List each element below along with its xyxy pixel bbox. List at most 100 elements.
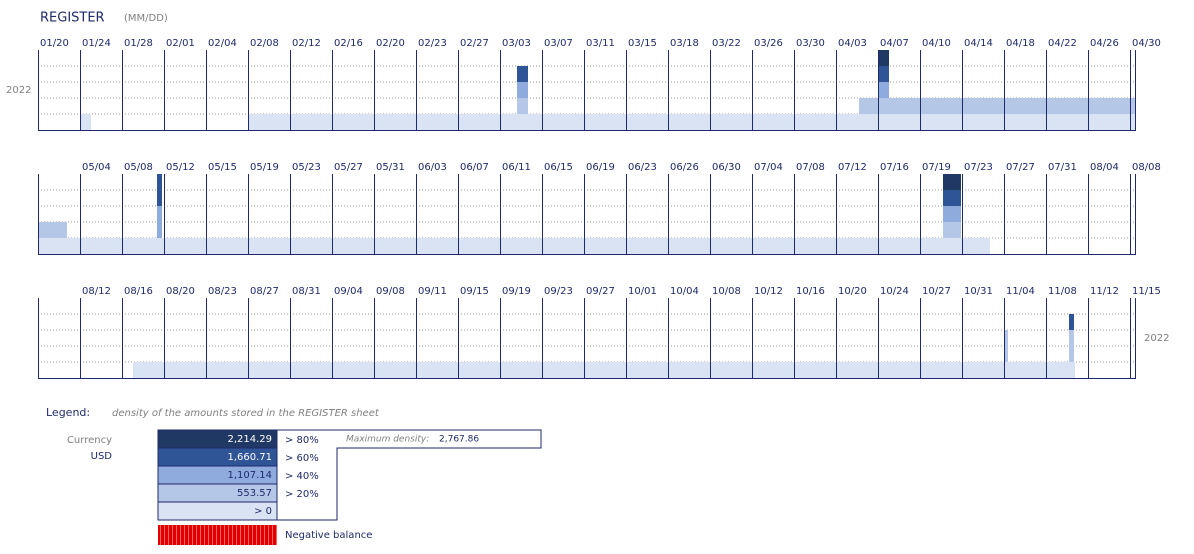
date-label: 03/18 — [670, 38, 699, 49]
date-label: 05/04 — [82, 162, 111, 173]
date-label: 02/23 — [418, 38, 447, 49]
date-label: 04/10 — [922, 38, 951, 49]
date-label: 01/24 — [82, 38, 111, 49]
date-label: 11/04 — [1006, 286, 1035, 297]
density-bar — [943, 206, 961, 222]
date-label: 09/27 — [586, 286, 615, 297]
date-label: 03/03 — [502, 38, 531, 49]
date-label: 07/16 — [880, 162, 909, 173]
date-label: 08/12 — [82, 286, 111, 297]
date-label: 03/15 — [628, 38, 657, 49]
date-label: 09/15 — [460, 286, 489, 297]
date-label: 08/23 — [208, 286, 237, 297]
timeline-row — [38, 313, 1136, 363]
density-bar — [38, 222, 67, 238]
date-label: 04/14 — [964, 38, 993, 49]
legend-threshold: > 40% — [285, 471, 319, 482]
date-label: 02/08 — [250, 38, 279, 49]
date-label: 03/11 — [586, 38, 615, 49]
date-label: 07/23 — [964, 162, 993, 173]
legend-frame — [277, 429, 542, 521]
year-label: 2022 — [1144, 333, 1169, 344]
legend-swatch — [157, 501, 278, 521]
max-density-label: Maximum density: — [346, 435, 429, 445]
date-label: 05/23 — [292, 162, 321, 173]
date-label: 11/12 — [1090, 286, 1119, 297]
date-label: 02/20 — [376, 38, 405, 49]
legend-description: density of the amounts stored in the REG… — [112, 408, 380, 419]
date-label: 10/31 — [964, 286, 993, 297]
density-bar — [133, 362, 1075, 378]
legend-amount: > 0 — [254, 506, 272, 517]
density-bar — [38, 238, 990, 254]
date-label: 06/26 — [670, 162, 699, 173]
legend-amount: 2,214.29 — [227, 434, 272, 445]
density-bar — [1069, 314, 1074, 330]
density-bar — [943, 174, 961, 190]
date-label: 08/20 — [166, 286, 195, 297]
date-label: 07/31 — [1048, 162, 1077, 173]
date-label: 07/04 — [754, 162, 783, 173]
legend-label: Legend: — [46, 406, 90, 419]
max-density-value: 2,767.86 — [439, 435, 479, 445]
date-label: 02/01 — [166, 38, 195, 49]
date-label: 06/15 — [544, 162, 573, 173]
currency-label: Currency — [67, 435, 112, 446]
date-label: 04/03 — [838, 38, 867, 49]
date-label: 03/26 — [754, 38, 783, 49]
density-bar — [859, 98, 1136, 114]
date-label: 10/27 — [922, 286, 951, 297]
date-label: 10/04 — [670, 286, 699, 297]
date-label: 06/23 — [628, 162, 657, 173]
density-bar — [878, 50, 889, 66]
date-label: 08/08 — [1132, 162, 1161, 173]
date-label: 08/27 — [250, 286, 279, 297]
date-label: 02/27 — [460, 38, 489, 49]
legend-threshold: > 60% — [285, 453, 319, 464]
timeline-row — [38, 189, 1136, 239]
date-label: 05/27 — [334, 162, 363, 173]
date-label: 09/04 — [334, 286, 363, 297]
density-bar — [878, 82, 889, 98]
legend-threshold: > 80% — [285, 435, 319, 446]
date-label: 01/20 — [40, 38, 69, 49]
date-label: 10/12 — [754, 286, 783, 297]
date-label: 04/22 — [1048, 38, 1077, 49]
date-label: 06/11 — [502, 162, 531, 173]
row-lines: 01/20 01/24 01/28 02/01 02/04 02/08 02/12 02/16… — [38, 38, 1161, 131]
date-label: 09/19 — [502, 286, 531, 297]
date-label: 03/07 — [544, 38, 573, 49]
date-label: 07/27 — [1006, 162, 1035, 173]
date-label: 09/23 — [544, 286, 573, 297]
date-label: 02/04 — [208, 38, 237, 49]
density-bar — [80, 114, 91, 130]
date-label: 05/12 — [166, 162, 195, 173]
legend-amount: 1,660.71 — [227, 452, 272, 463]
year-label: 2022 — [6, 85, 31, 96]
date-label: 06/19 — [586, 162, 615, 173]
date-label: 05/15 — [208, 162, 237, 173]
date-label: 11/15 — [1132, 286, 1161, 297]
density-bar — [517, 82, 528, 98]
date-label: 04/26 — [1090, 38, 1119, 49]
density-bar — [1004, 330, 1008, 362]
date-label: 04/30 — [1132, 38, 1161, 49]
density-bars — [38, 50, 1136, 378]
density-bar — [943, 190, 961, 206]
currency: USD — [91, 451, 113, 462]
date-label: 08/16 — [124, 286, 153, 297]
date-label: 05/31 — [376, 162, 405, 173]
date-label: 04/18 — [1006, 38, 1035, 49]
title: REGISTER — [40, 11, 105, 26]
density-bar — [157, 206, 162, 238]
date-label: 09/08 — [376, 286, 405, 297]
row-lines: 08/12 08/16 08/20 08/23 08/27 08/31 09/04 09/08… — [38, 286, 1161, 379]
date-label: 01/28 — [124, 38, 153, 49]
density-bar — [517, 98, 528, 114]
density-bar — [943, 222, 961, 238]
date-label: 03/30 — [796, 38, 825, 49]
date-label: 08/04 — [1090, 162, 1119, 173]
date-label: 05/19 — [250, 162, 279, 173]
date-label: 10/08 — [712, 286, 741, 297]
